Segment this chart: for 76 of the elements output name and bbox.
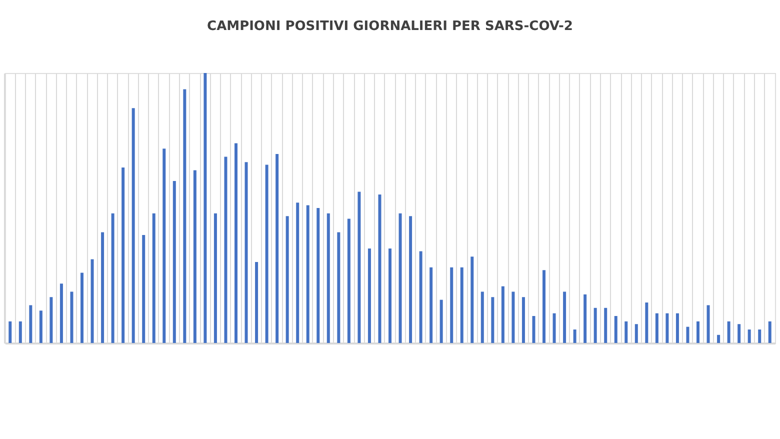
bar	[347, 218, 350, 343]
bar	[717, 334, 720, 343]
bar	[234, 143, 238, 343]
bar	[634, 324, 638, 343]
bar	[748, 330, 751, 343]
bar	[727, 321, 730, 343]
bar	[532, 316, 536, 343]
bar	[337, 232, 340, 343]
bar	[142, 235, 146, 343]
bar	[306, 205, 310, 343]
bar	[512, 292, 515, 343]
bar	[552, 313, 556, 343]
bar	[522, 297, 525, 343]
bar	[696, 321, 700, 343]
bar	[111, 213, 114, 343]
bar	[183, 89, 186, 343]
bar	[501, 286, 504, 343]
bar	[70, 292, 74, 343]
bar	[152, 213, 156, 343]
bar	[388, 248, 392, 343]
bar	[440, 300, 443, 343]
bar	[645, 302, 648, 343]
bar	[244, 162, 248, 343]
bar	[409, 216, 412, 343]
bar	[706, 305, 710, 343]
bar	[368, 248, 371, 343]
bar	[276, 154, 279, 343]
bar	[50, 297, 53, 343]
chart-title: CAMPIONI POSITIVI GIORNALIERI PER SARS-COV-2	[207, 19, 573, 34]
bar	[80, 272, 84, 343]
bar	[90, 259, 94, 343]
bar	[8, 321, 12, 343]
bar	[162, 148, 166, 343]
bar	[214, 213, 217, 343]
bar	[316, 208, 320, 343]
bar	[430, 267, 433, 343]
bar	[666, 313, 669, 343]
bar	[491, 297, 494, 343]
bar	[480, 292, 484, 343]
bar	[286, 216, 289, 343]
bar	[204, 73, 207, 343]
bar	[584, 294, 587, 343]
bar	[594, 308, 597, 343]
bar	[738, 324, 741, 343]
bar	[132, 108, 135, 343]
bar	[398, 213, 402, 343]
bar	[768, 321, 772, 343]
bar	[296, 202, 300, 343]
bar	[573, 330, 576, 343]
bar	[686, 326, 690, 343]
bar	[470, 256, 474, 343]
bar	[172, 181, 176, 343]
bar	[60, 284, 63, 343]
bar	[265, 164, 268, 343]
bar	[224, 156, 228, 343]
bar	[676, 313, 679, 343]
bar	[604, 308, 608, 343]
bar	[655, 313, 658, 343]
bar	[460, 267, 464, 343]
bar	[18, 321, 22, 343]
bar	[255, 262, 258, 343]
bar	[450, 267, 454, 343]
bar	[563, 292, 566, 343]
bar	[542, 270, 546, 343]
bar	[29, 305, 32, 343]
bar	[614, 316, 618, 343]
bar	[101, 232, 104, 343]
bar	[378, 194, 382, 343]
bar	[624, 321, 628, 343]
bar	[358, 192, 361, 343]
bar	[419, 251, 422, 343]
bar	[758, 330, 762, 343]
bar	[193, 170, 196, 343]
bar	[122, 168, 125, 343]
bar	[326, 213, 330, 343]
bar	[39, 310, 42, 343]
